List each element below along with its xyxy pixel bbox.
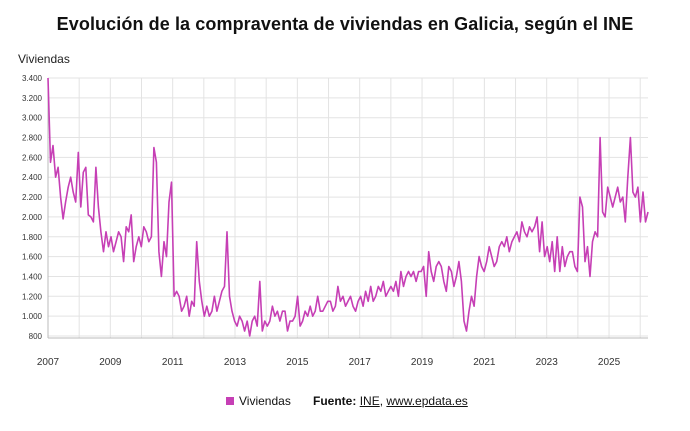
x-tick-label: 2015 xyxy=(286,357,309,368)
y-tick-label: 1.800 xyxy=(22,233,43,242)
x-tick-label: 2025 xyxy=(598,357,621,368)
y-axis-label: Viviendas xyxy=(18,52,70,66)
y-tick-label: 2.200 xyxy=(22,193,43,202)
y-tick-label: 1.200 xyxy=(22,292,43,301)
chart-title: Evolución de la compraventa de viviendas… xyxy=(56,14,634,34)
y-tick-label: 3.400 xyxy=(22,74,43,83)
x-tick-label: 2011 xyxy=(162,357,184,368)
y-tick-label: 3.200 xyxy=(22,94,43,103)
x-tick-label: 2013 xyxy=(224,357,247,368)
series-lines xyxy=(47,77,649,337)
y-tick-label: 1.600 xyxy=(22,253,43,262)
y-tick-label: 2.800 xyxy=(22,134,43,143)
source-url-link[interactable]: www.epdata.es xyxy=(386,394,468,408)
y-tick-label: 2.600 xyxy=(22,153,43,162)
source-label: Fuente: xyxy=(313,394,357,408)
x-tick-label: 2017 xyxy=(349,357,372,368)
legend-swatch xyxy=(226,397,234,405)
x-tick-label: 2021 xyxy=(473,357,496,368)
series-line-viviendas xyxy=(47,77,649,337)
x-tick-labels: 2007 2009 2011 2013 2015 2017 2019 2021 2023 2025 xyxy=(37,357,621,368)
y-tick-label: 800 xyxy=(29,332,43,341)
y-tick-label: 1.000 xyxy=(22,312,43,321)
legend-label: Viviendas xyxy=(239,394,291,408)
y-tick-labels: 800 1.000 1.200 1.400 1.600 1.800 2.000 2.200 2.… xyxy=(22,74,43,341)
y-tick-label: 2.400 xyxy=(22,173,43,182)
source-org-link[interactable]: INE xyxy=(359,394,380,408)
legend: Viviendas xyxy=(226,394,291,408)
gridlines xyxy=(47,77,648,339)
x-tick-label: 2009 xyxy=(99,357,122,368)
x-tick-label: 2007 xyxy=(37,357,60,368)
source-credit: Fuente: INE, www.epdata.es xyxy=(313,394,468,408)
y-tick-label: 3.000 xyxy=(22,114,43,123)
source-separator: , xyxy=(379,394,384,408)
x-tick-label: 2019 xyxy=(411,357,434,368)
x-tick-label: 2023 xyxy=(536,357,559,368)
y-tick-label: 2.000 xyxy=(22,213,43,222)
y-tick-label: 1.400 xyxy=(22,272,43,281)
